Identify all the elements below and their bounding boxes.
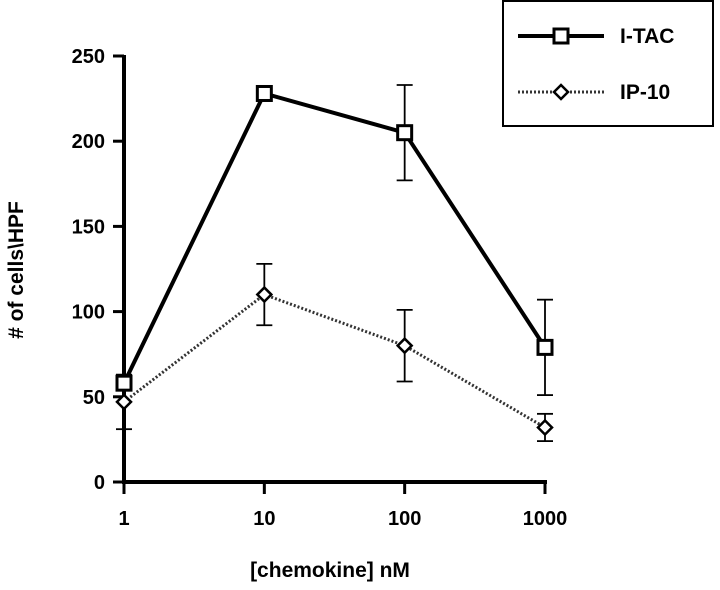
data-point-diamond xyxy=(395,336,414,355)
x-axis-title: [chemokine] nM xyxy=(250,559,410,582)
y-tick-label: 150 xyxy=(72,216,105,238)
series-line-ip-10 xyxy=(123,292,546,429)
series-ip-10 xyxy=(115,262,554,443)
y-tick-label: 50 xyxy=(83,387,105,409)
series-line-i-tac xyxy=(122,91,547,385)
data-point-diamond xyxy=(115,393,133,411)
data-point-square xyxy=(255,84,273,102)
legend-box xyxy=(502,0,714,127)
x-ticks: 1 10 100 1000 xyxy=(118,482,567,530)
y-ticks: 0 50 100 150 200 250 xyxy=(72,46,124,494)
y-tick-label: 250 xyxy=(72,46,105,68)
series-layer xyxy=(115,84,554,443)
legend-label-ip-10: IP-10 xyxy=(620,81,670,104)
series-i-tac xyxy=(115,84,554,396)
data-point-diamond xyxy=(255,285,274,304)
x-tick-label: 1000 xyxy=(523,508,568,530)
legend-label-i-tac: I-TAC xyxy=(620,25,674,48)
legend: I-TAC IP-10 xyxy=(502,0,714,127)
x-tick-label: 1 xyxy=(118,508,129,530)
y-axis-title: # of cells\HPF xyxy=(5,201,28,339)
data-point-square xyxy=(115,374,133,392)
legend-marker-square xyxy=(552,27,570,45)
legend-marker-diamond xyxy=(552,83,570,101)
data-point-diamond xyxy=(536,418,554,437)
x-tick-label: 10 xyxy=(253,508,275,530)
data-point-square xyxy=(396,124,414,142)
x-tick-label: 100 xyxy=(388,508,421,530)
y-tick-label: 0 xyxy=(94,472,105,494)
axes xyxy=(122,55,547,484)
y-tick-label: 100 xyxy=(72,302,105,324)
data-point-square xyxy=(536,338,554,356)
y-tick-label: 200 xyxy=(72,131,105,153)
